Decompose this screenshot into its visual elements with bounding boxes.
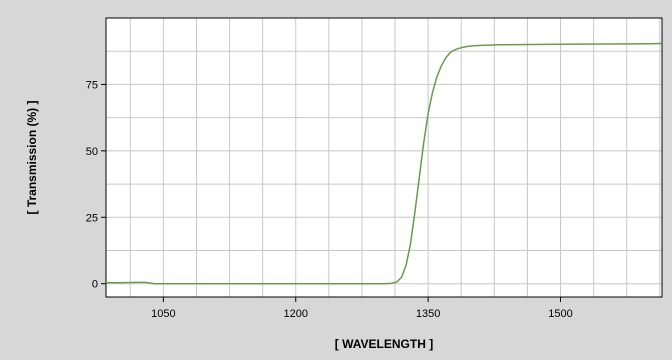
x-tick-label: 1200 (284, 308, 308, 320)
x-tick-label: 1050 (151, 308, 175, 320)
x-tick-label: 1350 (416, 308, 440, 320)
y-tick-label: 50 (86, 146, 98, 158)
y-tick-label: 25 (86, 212, 98, 224)
y-axis-title: [ Transmission (%) ] (25, 100, 39, 214)
x-tick-label: 1500 (548, 308, 572, 320)
plot-border (105, 17, 663, 298)
x-axis-title: [ WAVELENGTH ] (335, 337, 433, 351)
y-tick-label: 75 (86, 79, 98, 91)
y-tick-label: 0 (92, 279, 98, 291)
series-line-0 (106, 42, 663, 285)
plot-area (106, 18, 662, 297)
